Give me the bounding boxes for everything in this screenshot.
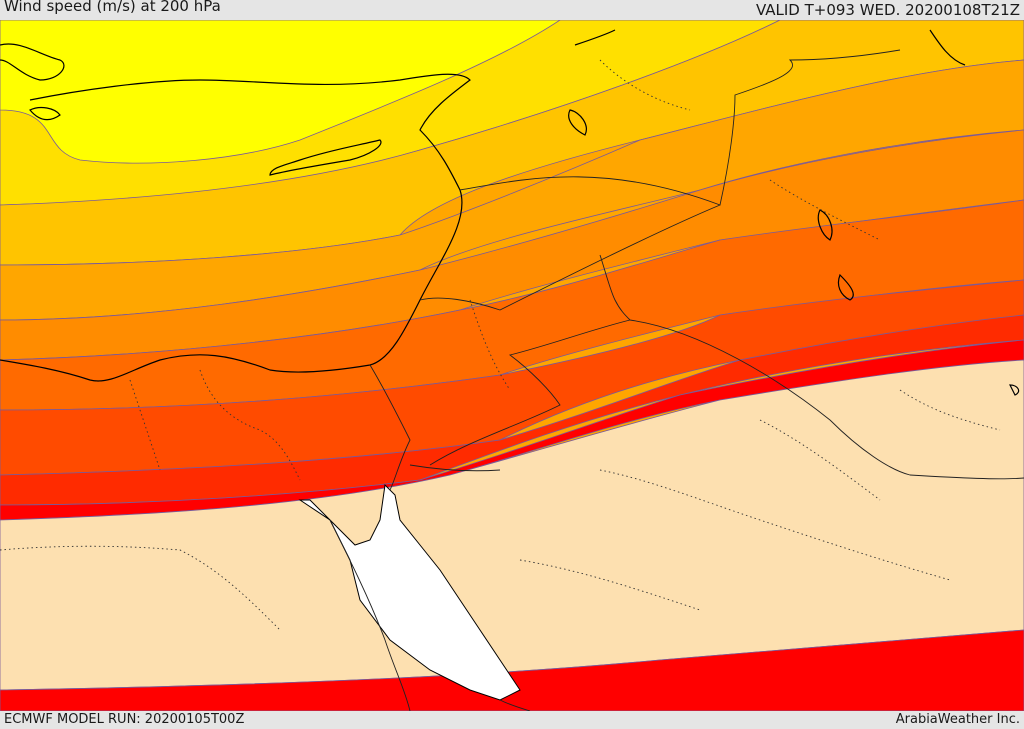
model-run-label: ECMWF MODEL RUN: 20200105T00Z — [4, 712, 245, 727]
credit-label: ArabiaWeather Inc. — [895, 712, 1020, 727]
borders — [329, 49, 1024, 711]
province-lines — [0, 59, 1001, 631]
wind-speed-map — [0, 20, 1024, 711]
map-title: Wind speed (m/s) at 200 hPa — [4, 0, 221, 15]
header-bar: Wind speed (m/s) at 200 hPa VALID T+093 … — [0, 0, 1024, 20]
band-red-south — [0, 629, 1024, 711]
wind-bands — [0, 20, 1024, 711]
coastlines — [0, 29, 1020, 396]
band-yellow — [0, 20, 561, 164]
footer-bar: ECMWF MODEL RUN: 20200105T00Z ArabiaWeat… — [0, 711, 1024, 729]
valid-time: VALID T+093 WED. 20200108T21Z — [755, 1, 1020, 19]
